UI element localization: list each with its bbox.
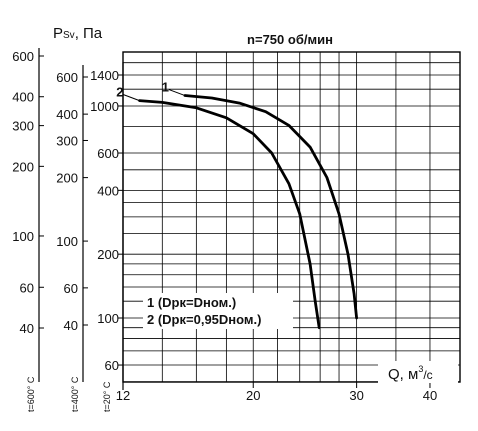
y-main-tick-label: 1400 xyxy=(90,68,119,83)
chart-title: n=750 об/мин xyxy=(247,32,333,47)
y-600-tick-label: 400 xyxy=(12,90,34,105)
y-400-tick-label: 300 xyxy=(56,133,78,148)
x-tick-label: 40 xyxy=(423,388,437,403)
series-label-1: 1 xyxy=(162,80,169,95)
y-600-tick-label: 60 xyxy=(20,280,34,295)
series-line-2 xyxy=(138,99,321,330)
y-600-tick-label: 40 xyxy=(20,321,34,336)
y-400-tick-label: 600 xyxy=(56,70,78,85)
y-600-temp-label: t=600° C xyxy=(26,376,36,412)
y-main-temp-label: t=20° C xyxy=(102,381,112,412)
y-400-temp-label: t=400° C xyxy=(70,376,80,412)
legend-bg xyxy=(143,293,293,329)
series-line-1 xyxy=(183,94,358,320)
y-main-tick-label: 100 xyxy=(97,311,119,326)
y-main-tick-label: 60 xyxy=(105,358,119,373)
series-label-2: 2 xyxy=(116,85,123,100)
x-tick-label: 20 xyxy=(246,388,260,403)
x-tick-label: 30 xyxy=(349,388,363,403)
grid xyxy=(122,51,461,383)
y-600-tick-label: 300 xyxy=(12,119,34,134)
y-600-tick-label: 200 xyxy=(12,159,34,174)
y-axis-title: PSv, Па xyxy=(53,25,103,42)
marks xyxy=(123,89,358,330)
y-400-tick-label: 200 xyxy=(56,171,78,186)
y-400-tick-label: 400 xyxy=(56,107,78,122)
y-main-tick-label: 400 xyxy=(97,183,119,198)
y-main-tick-label: 200 xyxy=(97,247,119,262)
axes xyxy=(38,48,431,390)
y-main-tick-label: 1000 xyxy=(90,99,119,114)
series-label-leader-1 xyxy=(168,89,186,97)
y-main-tick-label: 600 xyxy=(97,146,119,161)
x-axis-title: Q, м3/c xyxy=(388,364,433,383)
y-400-tick-label: 40 xyxy=(64,318,78,333)
x-tick-label: 12 xyxy=(116,388,130,403)
y-600-tick-label: 100 xyxy=(12,229,34,244)
y-400-tick-label: 60 xyxy=(64,281,78,296)
y-600-tick-label: 600 xyxy=(12,49,34,64)
y-400-tick-label: 100 xyxy=(56,234,78,249)
x-axis-title-bg xyxy=(378,361,458,383)
legend-item: 1 (Dpк=Dном.) xyxy=(147,295,236,310)
legend-item: 2 (Dpк=0,95Dном.) xyxy=(147,312,261,327)
series-label-leader-2 xyxy=(123,94,140,102)
